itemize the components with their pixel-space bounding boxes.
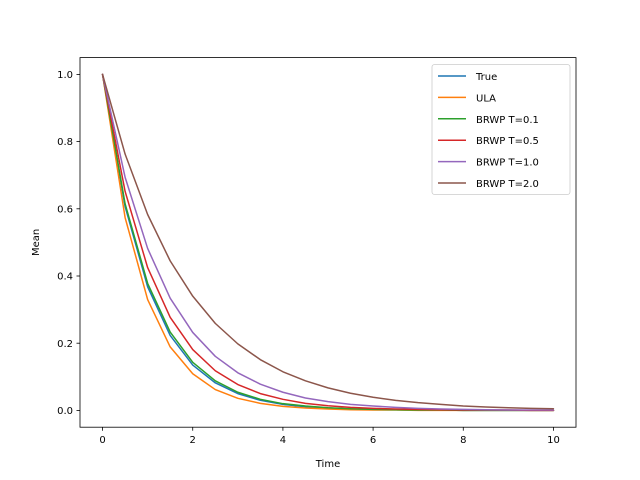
legend: True ULA BRWP T=0.1 BRWP T=0.5 BRWP T=1.0 BRW… xyxy=(431,64,571,195)
x-tick-label: 8 xyxy=(460,435,466,446)
x-tick-label: 4 xyxy=(280,435,286,446)
x-tick-label: 6 xyxy=(370,435,376,446)
y-axis-label: Mean xyxy=(31,229,42,256)
x-tick-label: 2 xyxy=(190,435,196,446)
x-tick-label: 0 xyxy=(99,435,105,446)
series-line-brwp-t-1-0 xyxy=(101,73,555,411)
y-tick-label: 0.6 xyxy=(57,204,73,215)
x-tick-label: 10 xyxy=(547,435,560,446)
x-axis-ticks: 0 2 4 6 8 10 xyxy=(99,427,560,446)
y-tick-label: 1.0 xyxy=(57,70,73,81)
y-axis-ticks: 0.0 0.2 0.4 0.6 0.8 1.0 xyxy=(57,70,80,417)
legend-label: BRWP T=0.1 xyxy=(476,115,539,126)
y-tick-label: 0.4 xyxy=(57,272,73,283)
legend-frame xyxy=(431,64,571,195)
legend-label: ULA xyxy=(476,93,496,104)
legend-label: BRWP T=0.5 xyxy=(476,136,539,147)
y-tick-label: 0.0 xyxy=(57,406,73,417)
y-tick-label: 0.8 xyxy=(57,137,73,148)
y-tick-label: 0.2 xyxy=(57,339,73,350)
axes-frame xyxy=(79,57,577,428)
x-axis-label: Time xyxy=(315,459,340,470)
legend-label: BRWP T=1.0 xyxy=(476,158,539,169)
legend-label: BRWP T=2.0 xyxy=(476,179,539,190)
legend-label: True xyxy=(475,72,497,83)
series-line-brwp-t-2-0 xyxy=(101,73,555,410)
plot-lines xyxy=(101,73,555,412)
